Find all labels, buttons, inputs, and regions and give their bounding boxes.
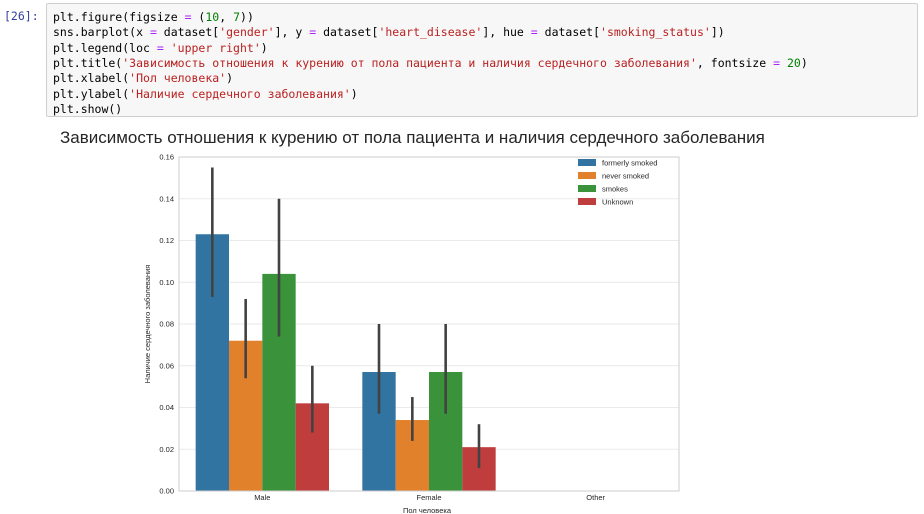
y-axis-label: Наличие сердечного заболевания [143, 265, 152, 384]
code-line: plt.legend(loc = 'upper right') [53, 41, 268, 55]
code-token: plt.title( [53, 55, 123, 70]
bar [229, 340, 263, 491]
code-token: ) [350, 86, 358, 101]
legend: formerly smoked never smoked smokes Unknown [578, 159, 657, 207]
x-tick-label: Other [586, 493, 605, 502]
y-tick-label: 0.00 [159, 487, 174, 496]
code-token: = [149, 25, 157, 40]
code-token: = [184, 10, 192, 24]
x-axis-label: Пол человека [403, 506, 452, 514]
grid-layer [179, 156, 679, 492]
code-token: = [530, 25, 538, 40]
code-line: plt.xlabel('Пол человека') [53, 71, 233, 85]
code-token: , fontsize [696, 55, 774, 70]
legend-swatch [578, 159, 596, 166]
code-token: 7 [233, 10, 241, 24]
code-token: plt.ylabel( [53, 86, 130, 101]
legend-swatch [578, 172, 596, 179]
code-token: = [773, 55, 781, 70]
code-token: 'Зависимость отношения к курению от пола… [122, 55, 697, 70]
code-token: ( [191, 10, 206, 24]
code-token: = [309, 25, 317, 40]
code-token: sns.barplot(x [53, 25, 150, 40]
code-line: plt.title('Зависимость отношения к курен… [53, 56, 808, 70]
code-token: dataset[ [156, 25, 220, 40]
code-token: ) [260, 40, 268, 55]
y-tick-label: 0.02 [159, 445, 174, 454]
code-token: 20 [786, 55, 801, 70]
bar [395, 420, 429, 491]
code-token: 'Наличие сердечного заболевания' [129, 86, 351, 101]
y-tick-label: 0.12 [159, 236, 174, 245]
code-token: = [156, 40, 164, 55]
code-token: ], hue [482, 25, 531, 40]
code-token: 10 [205, 10, 220, 24]
code-token: ) [226, 71, 234, 86]
cell-prompt: [26]: [4, 9, 39, 23]
code-line: sns.barplot(x = dataset['gender'], y = d… [53, 25, 725, 39]
legend-swatch [578, 198, 596, 205]
y-tick-label: 0.06 [159, 361, 174, 370]
bar [462, 447, 496, 491]
code-token: plt.legend(loc [53, 40, 157, 55]
y-tick-label: 0.04 [159, 403, 174, 412]
legend-swatch [578, 185, 596, 192]
code-line: plt.figure(figsize = (10, 7)) [53, 10, 254, 24]
code-token: plt.xlabel( [53, 71, 130, 86]
code-token [164, 41, 171, 55]
code-token: plt.show() [53, 101, 123, 116]
plot-frame [178, 156, 680, 492]
code-token: 'upper right' [170, 40, 261, 55]
code-token: dataset[ [316, 25, 379, 40]
x-tick-label: Female [416, 493, 441, 502]
code-token: plt.figure(figsize [53, 10, 185, 24]
code-token [780, 56, 787, 70]
legend-label: smokes [602, 185, 628, 194]
code-token: , [219, 10, 234, 24]
bar [362, 372, 396, 491]
code-token: ], y [274, 25, 310, 40]
legend-label: Unknown [602, 198, 633, 207]
y-tick-label: 0.16 [159, 153, 174, 162]
code-line: plt.show() [53, 102, 122, 116]
x-tick-label: Male [254, 493, 270, 502]
bar [295, 403, 329, 491]
code-token: 'heart_disease' [378, 25, 483, 40]
code-token: 'gender' [219, 25, 275, 40]
axis-layer: 0.00 0.02 0.04 0.06 0.08 0.10 0.12 0.14 0.16 Male… [159, 153, 680, 502]
bar-layer [195, 234, 496, 492]
legend-label: formerly smoked [602, 159, 657, 168]
chart-title: Зависимость отношения к курению от пола … [60, 128, 765, 147]
y-tick-label: 0.08 [159, 320, 174, 329]
bar [195, 234, 229, 492]
code-token: 'Пол человека' [129, 71, 227, 86]
code-token: 'smoking_status' [600, 25, 711, 40]
y-tick-label: 0.10 [159, 278, 174, 287]
code-cell-input[interactable]: plt.figure(figsize = (10, 7)) sns.barplot… [46, 3, 918, 117]
code-token: )) [240, 10, 254, 24]
code-line: plt.ylabel('Наличие сердечного заболеван… [53, 87, 358, 101]
code-token: ]) [710, 25, 725, 40]
legend-label: never smoked [602, 172, 649, 181]
y-tick-label: 0.14 [159, 194, 174, 203]
bar [262, 273, 296, 491]
code-token: ) [800, 55, 808, 70]
code-token: dataset[ [537, 25, 601, 40]
errorbar-layer [211, 167, 481, 469]
bar [429, 372, 463, 491]
